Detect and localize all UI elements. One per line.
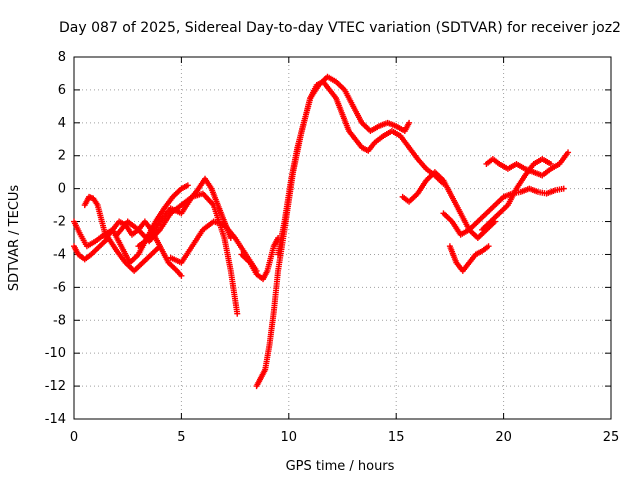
y-tick-label: -4 bbox=[53, 247, 66, 262]
x-tick-label: 0 bbox=[70, 430, 78, 445]
y-tick-label: 4 bbox=[58, 116, 66, 131]
x-tick-label: 10 bbox=[281, 430, 298, 445]
series-arc-13 bbox=[483, 149, 572, 179]
data-point bbox=[234, 310, 241, 317]
series-arc-3 bbox=[81, 193, 185, 279]
series-arc-6 bbox=[167, 218, 260, 274]
series-arc-11 bbox=[440, 185, 567, 238]
x-axis-label: GPS time / hours bbox=[286, 459, 395, 474]
y-axis-label: SDTVAR / TECUs bbox=[7, 185, 22, 292]
series-arc-8 bbox=[253, 73, 413, 390]
data-marks bbox=[71, 73, 572, 390]
x-tick-label: 5 bbox=[177, 430, 185, 445]
y-tick-label: 6 bbox=[58, 83, 66, 98]
y-tick-label: 2 bbox=[58, 149, 66, 164]
data-point bbox=[565, 149, 572, 156]
chart-title: Day 087 of 2025, Sidereal Day-to-day VTE… bbox=[59, 20, 621, 36]
y-tick-label: -14 bbox=[45, 412, 66, 427]
x-tick-label: 15 bbox=[388, 430, 405, 445]
y-tick-label: 8 bbox=[58, 50, 66, 65]
data-point bbox=[184, 182, 191, 189]
data-point bbox=[560, 185, 567, 192]
y-tick-label: -6 bbox=[53, 280, 66, 295]
series-arc-12 bbox=[446, 243, 492, 274]
data-point bbox=[547, 160, 554, 167]
axis-ticks: 0 5 10 15 20 25 -14 -12 -10 -8 -6 -4 -2 0 2 4 6 8 bbox=[45, 50, 620, 445]
y-tick-label: -8 bbox=[53, 313, 66, 328]
y-tick-label: -2 bbox=[53, 215, 66, 230]
data-point bbox=[406, 119, 413, 126]
x-tick-label: 20 bbox=[495, 430, 512, 445]
plot-frame bbox=[73, 56, 612, 420]
data-point bbox=[485, 243, 492, 250]
data-point bbox=[178, 272, 185, 279]
series-arc-9 bbox=[275, 78, 447, 258]
y-tick-label: -12 bbox=[45, 379, 66, 394]
series-arc-2 bbox=[71, 235, 163, 274]
y-tick-label: -10 bbox=[45, 346, 66, 361]
series-arc-14 bbox=[479, 156, 554, 233]
series-arc-10 bbox=[399, 169, 499, 241]
series-arc-7 bbox=[238, 235, 282, 283]
y-tick-label: 0 bbox=[58, 182, 66, 197]
x-tick-label: 25 bbox=[603, 430, 620, 445]
